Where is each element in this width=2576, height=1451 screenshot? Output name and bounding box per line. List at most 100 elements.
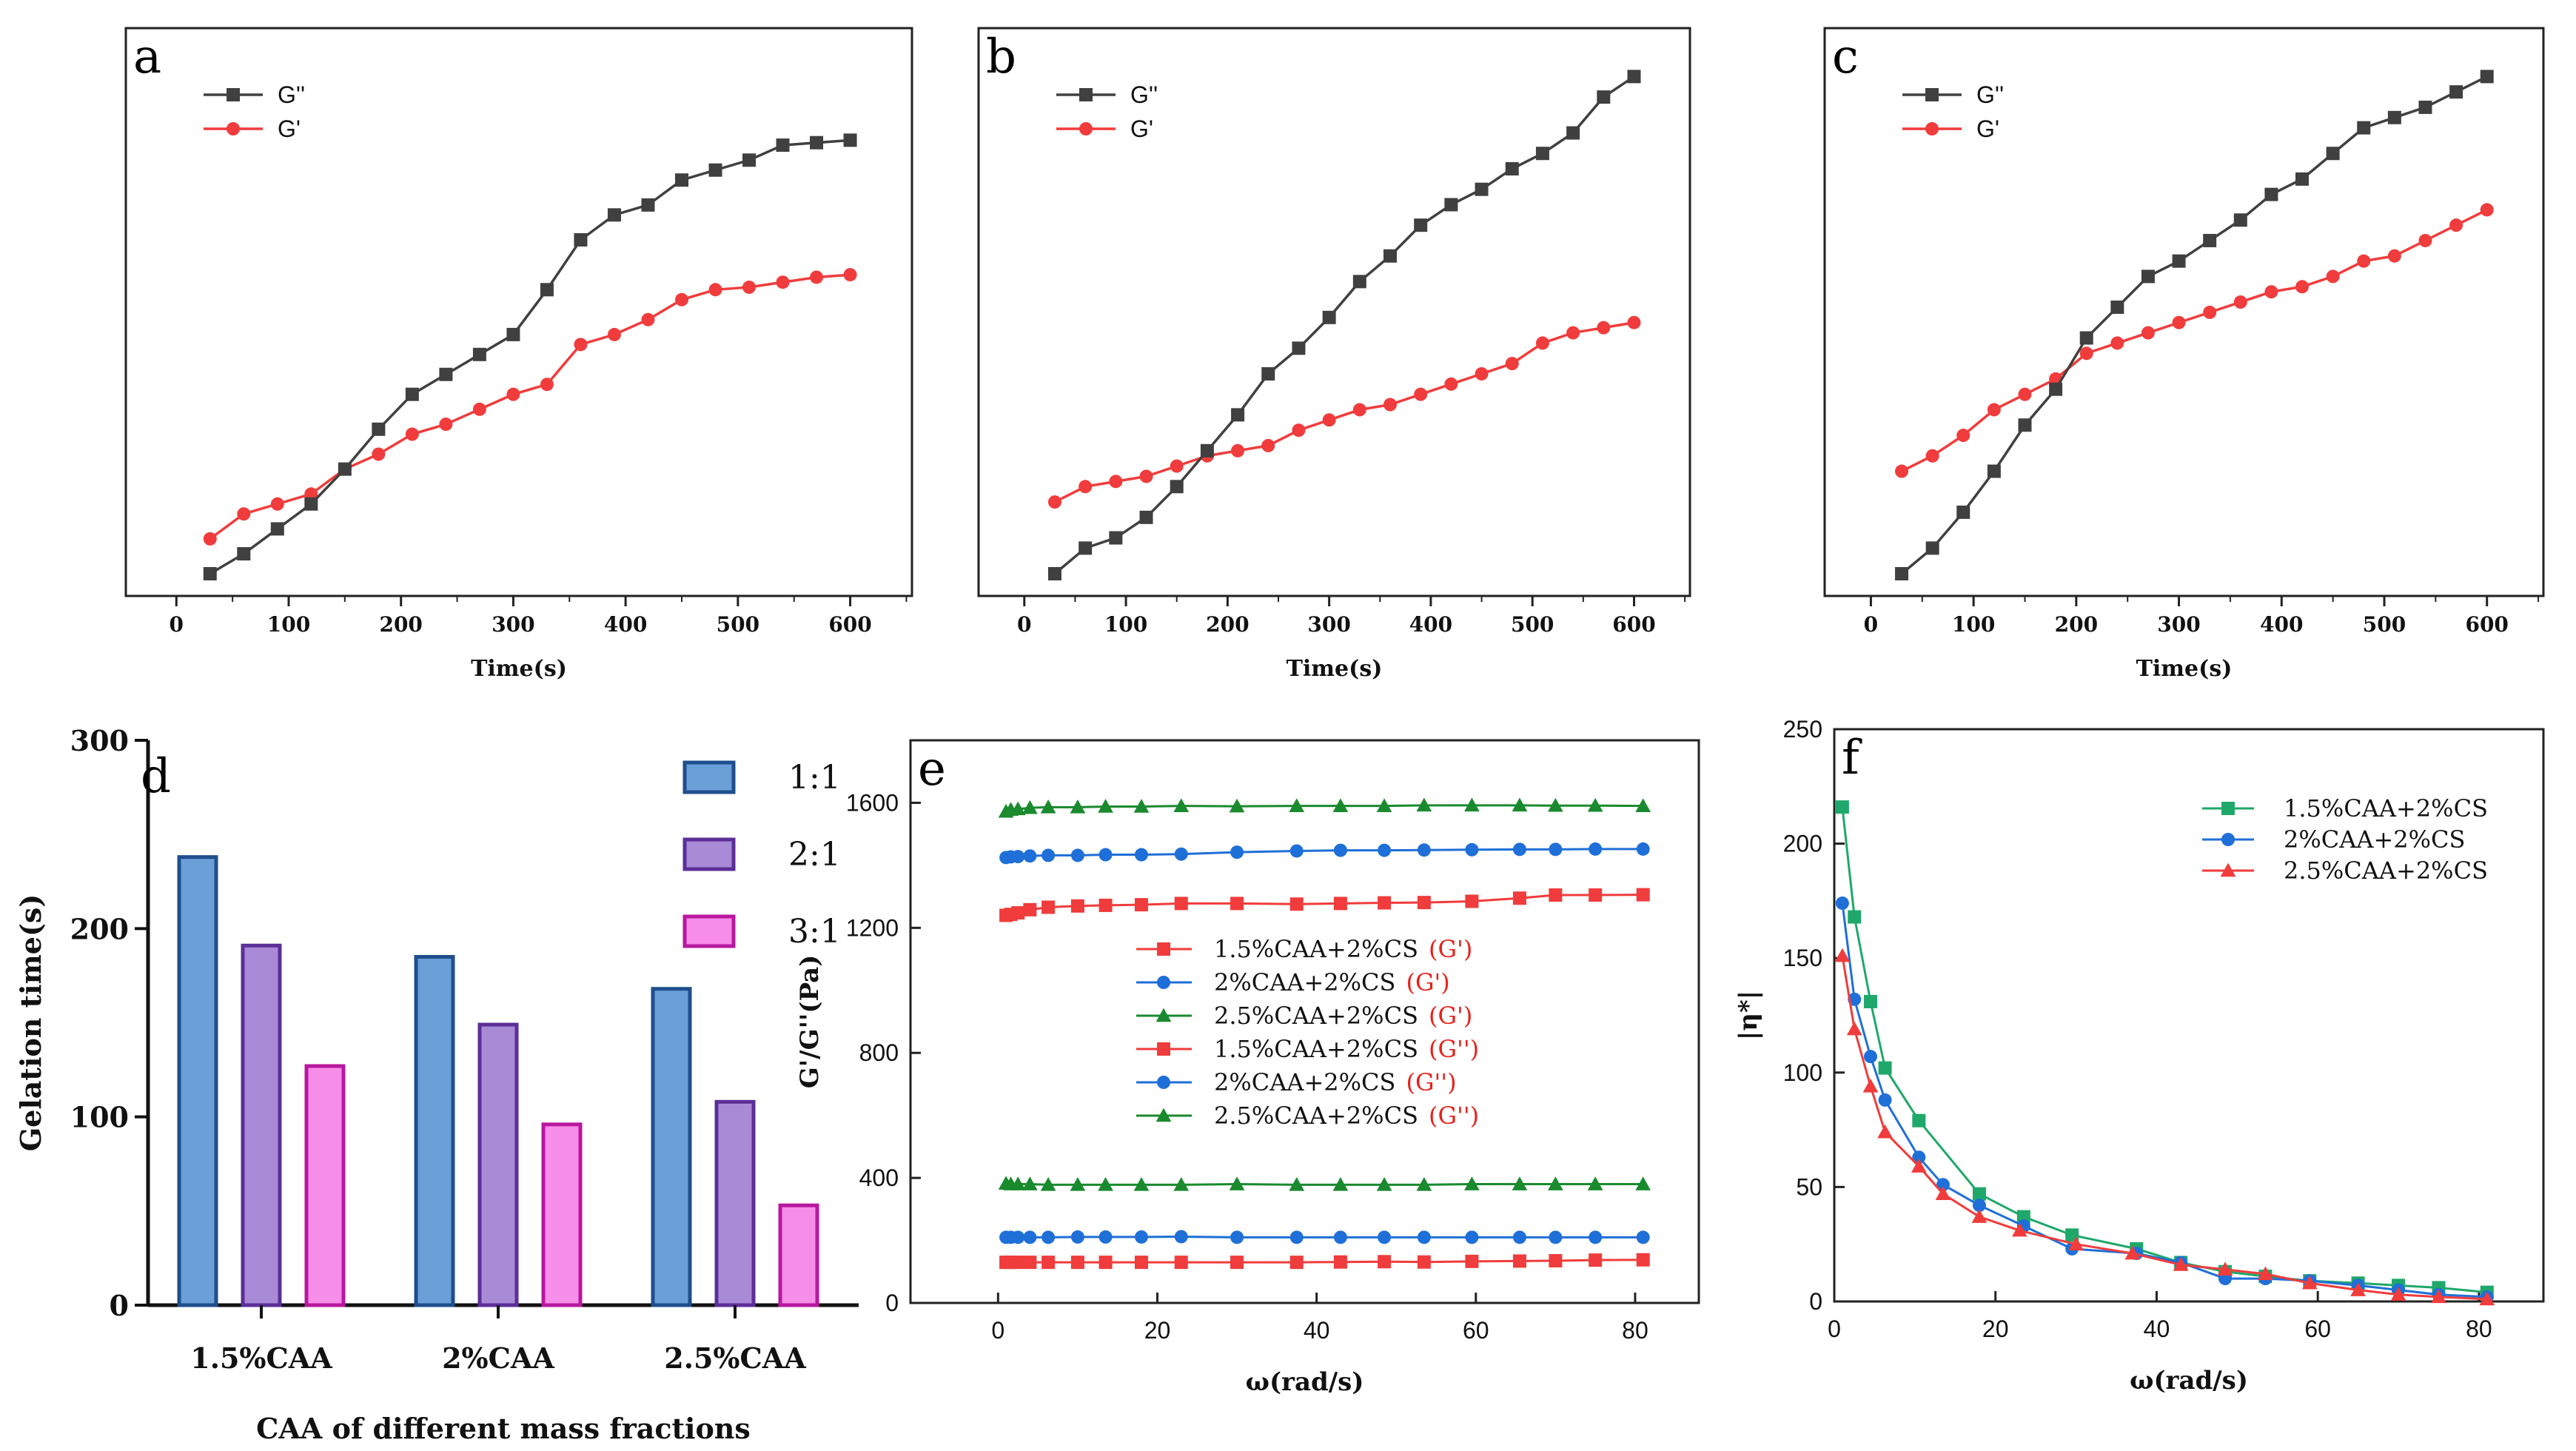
- x-tick-label: 20: [1144, 1317, 1171, 1344]
- legend-suffix: (G''): [1406, 1068, 1456, 1096]
- x-tick-label: 200: [2055, 612, 2098, 637]
- data-point: [708, 163, 722, 177]
- data-point: [1042, 900, 1056, 914]
- data-point: [1848, 910, 1862, 924]
- panel-f: 0 20 40 60 80 0 50 100 150 200 250 ω(rad/s) |η*| f 1.5…: [1734, 716, 2545, 1395]
- data-point: [1230, 897, 1244, 911]
- data-point: [1134, 848, 1148, 862]
- bar: [714, 1099, 756, 1307]
- data-point: [1383, 249, 1398, 263]
- data-point: [1465, 842, 1479, 857]
- plot-frame: [1833, 728, 2545, 1303]
- x-tick-label: 40: [1304, 1317, 1330, 1344]
- data-point: [2387, 249, 2401, 263]
- legend-marker: [1155, 1008, 1172, 1022]
- x-tick-label: 20: [1982, 1316, 2009, 1342]
- data-point: [1070, 1256, 1084, 1270]
- data-point: [1936, 1178, 1950, 1192]
- series-line: [1841, 902, 2487, 1298]
- x-tick-label: 400: [604, 612, 647, 637]
- x-tick-label: 0: [1017, 612, 1031, 637]
- plot-frame: [1823, 27, 2545, 597]
- data-point: [1956, 505, 1970, 519]
- data-point: [1022, 1176, 1038, 1190]
- data-point: [1332, 1177, 1349, 1191]
- legend-label: 2:1: [788, 836, 841, 874]
- data-point: [2079, 331, 2093, 345]
- data-point: [742, 153, 757, 167]
- y-tick-label: 1200: [846, 914, 899, 941]
- x-tick-label: 200: [379, 612, 422, 637]
- data-point: [2203, 305, 2217, 319]
- data-point: [2233, 213, 2247, 227]
- data-point: [1512, 1176, 1528, 1190]
- data-point: [1042, 848, 1056, 862]
- data-point: [1170, 480, 1184, 494]
- data-point: [1912, 1150, 1926, 1165]
- data-point: [1352, 275, 1366, 289]
- panel-b: 0 100 200 300 400 500 600 Time(s) b G'' G': [977, 27, 1691, 682]
- x-tick-label: 300: [2157, 612, 2200, 637]
- x-tick-label: 500: [1511, 612, 1554, 637]
- data-point: [2418, 233, 2432, 247]
- data-point: [1333, 1230, 1347, 1244]
- data-point: [472, 347, 486, 361]
- panel-letter: e: [918, 742, 946, 797]
- data-point: [1099, 898, 1113, 912]
- data-point: [1505, 162, 1519, 176]
- data-point: [506, 387, 520, 401]
- data-point: [2018, 418, 2032, 432]
- y-tick-label: 0: [885, 1290, 899, 1316]
- data-point: [1023, 1256, 1037, 1270]
- data-point: [1174, 847, 1188, 861]
- data-point: [1972, 1199, 1986, 1213]
- data-point: [1230, 1256, 1244, 1270]
- y-tick-label: 0: [110, 1289, 129, 1322]
- data-point: [1042, 1230, 1056, 1244]
- data-point: [1099, 1256, 1113, 1270]
- panel-letter: c: [1832, 30, 1859, 84]
- x-tick-label: 60: [1463, 1317, 1489, 1344]
- x-tick-label: 0: [1864, 612, 1878, 637]
- y-tick-label: 800: [859, 1039, 899, 1066]
- panel-letter: f: [1842, 731, 1862, 785]
- data-point: [641, 198, 655, 212]
- data-point: [472, 402, 486, 416]
- data-point: [1352, 403, 1366, 417]
- legend-label: G': [1976, 115, 1999, 142]
- legend-swatch: [682, 760, 736, 794]
- data-point: [1549, 1230, 1563, 1244]
- data-point: [1109, 475, 1123, 489]
- y-tick-label: 200: [1783, 831, 1822, 857]
- data-point: [1475, 366, 1489, 381]
- legend-label: G': [1130, 115, 1153, 142]
- data-point: [1040, 800, 1056, 814]
- data-point: [1549, 842, 1563, 857]
- data-point: [1627, 70, 1641, 84]
- legend-marker: [1157, 976, 1170, 989]
- data-point: [1133, 1177, 1150, 1191]
- bar: [651, 987, 692, 1307]
- data-point: [1289, 897, 1304, 911]
- data-point: [1465, 1254, 1479, 1268]
- data-point: [1465, 1230, 1479, 1244]
- data-point: [1047, 567, 1061, 580]
- data-point: [540, 283, 554, 297]
- x-axis-label: ω(rad/s): [1246, 1367, 1364, 1397]
- data-point: [1134, 1230, 1148, 1244]
- x-tick-label: 80: [2466, 1316, 2492, 1342]
- data-point: [1636, 888, 1650, 902]
- data-point: [1863, 1050, 1877, 1064]
- data-point: [405, 427, 419, 441]
- data-point: [1549, 1254, 1563, 1267]
- data-point: [1023, 849, 1037, 863]
- data-point: [1417, 1255, 1431, 1269]
- data-point: [2079, 346, 2093, 361]
- legend-label: 2.5%CAA+2%CS (G'): [1214, 1002, 1472, 1030]
- x-tick-label: 40: [2144, 1316, 2170, 1342]
- data-point: [2068, 1236, 2084, 1250]
- legend-label: 2.5%CAA+2%CS: [2284, 857, 2488, 885]
- x-tick-label: 400: [1409, 612, 1452, 637]
- data-point: [1925, 449, 1939, 463]
- series-line: [1901, 208, 2488, 473]
